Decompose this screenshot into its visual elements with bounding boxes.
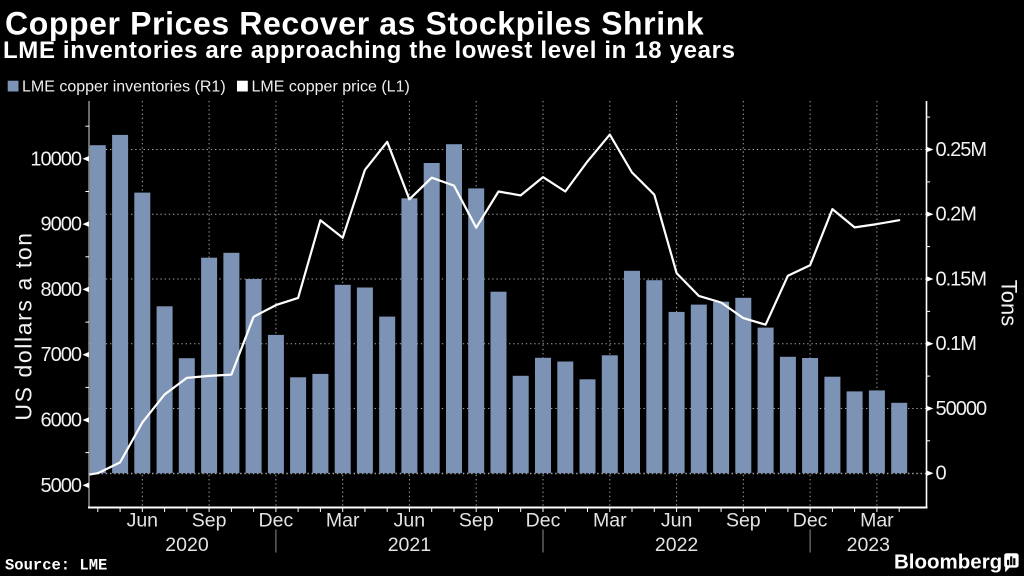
svg-text:Sep: Sep — [726, 510, 761, 532]
svg-text:LME inventories are approachin: LME inventories are approaching the lowe… — [3, 37, 736, 64]
svg-text:Tons: Tons — [997, 280, 1022, 326]
svg-text:0.1M: 0.1M — [936, 333, 977, 355]
svg-text:Jun: Jun — [661, 510, 692, 532]
svg-text:9000: 9000 — [41, 214, 82, 236]
svg-text:Dec: Dec — [259, 510, 294, 532]
svg-text:Copper Prices Recover as Stock: Copper Prices Recover as Stockpiles Shri… — [5, 5, 704, 41]
svg-text:Source: LME: Source: LME — [5, 557, 107, 575]
svg-text:LME copper price (L1): LME copper price (L1) — [252, 79, 410, 96]
svg-text:2020: 2020 — [165, 534, 209, 556]
svg-text:50000: 50000 — [936, 398, 987, 420]
svg-text:5000: 5000 — [41, 475, 82, 497]
svg-text:Mar: Mar — [860, 510, 894, 532]
svg-text:0.15M: 0.15M — [936, 269, 987, 291]
svg-text:10000: 10000 — [30, 148, 81, 170]
svg-text:Jun: Jun — [394, 510, 425, 532]
svg-text:Sep: Sep — [192, 510, 227, 532]
svg-text:0.2M: 0.2M — [936, 204, 977, 226]
svg-text:Jun: Jun — [127, 510, 158, 532]
svg-text:Dec: Dec — [793, 510, 828, 532]
svg-text:US dollars a ton: US dollars a ton — [11, 231, 37, 420]
svg-text:7000: 7000 — [41, 344, 82, 366]
svg-text:6000: 6000 — [41, 410, 82, 432]
svg-text:LME copper inventories (R1): LME copper inventories (R1) — [22, 79, 226, 96]
svg-text:Sep: Sep — [459, 510, 494, 532]
svg-text:0: 0 — [936, 463, 947, 485]
svg-text:8000: 8000 — [41, 279, 82, 301]
svg-text:Bloomberg: Bloomberg — [894, 551, 1002, 574]
svg-text:Mar: Mar — [593, 510, 627, 532]
svg-text:Mar: Mar — [326, 510, 360, 532]
svg-text:0.25M: 0.25M — [936, 139, 987, 161]
svg-text:2022: 2022 — [655, 534, 698, 556]
svg-text:Dec: Dec — [526, 510, 561, 532]
svg-text:2021: 2021 — [388, 534, 431, 556]
svg-text:2023: 2023 — [847, 534, 890, 556]
